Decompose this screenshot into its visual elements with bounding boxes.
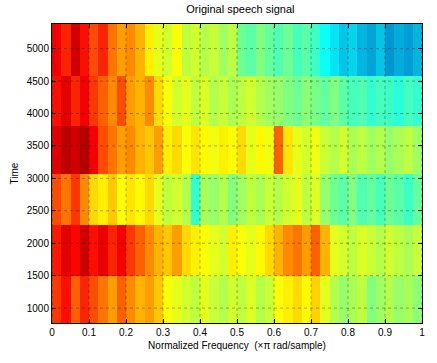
svg-text:2000: 2000 <box>27 238 50 249</box>
svg-text:0: 0 <box>49 327 55 338</box>
svg-text:2500: 2500 <box>27 205 50 216</box>
svg-text:Time: Time <box>9 162 20 184</box>
svg-text:4500: 4500 <box>27 76 50 87</box>
svg-text:0.5: 0.5 <box>230 327 244 338</box>
svg-text:0.2: 0.2 <box>119 327 133 338</box>
svg-text:4000: 4000 <box>27 108 50 119</box>
svg-text:0.9: 0.9 <box>378 327 392 338</box>
svg-text:0.6: 0.6 <box>267 327 281 338</box>
svg-text:Original speech signal: Original speech signal <box>186 3 294 15</box>
svg-text:3500: 3500 <box>27 140 50 151</box>
svg-text:0.4: 0.4 <box>193 327 207 338</box>
svg-text:0.7: 0.7 <box>304 327 318 338</box>
svg-text:0.3: 0.3 <box>156 327 170 338</box>
svg-text:1500: 1500 <box>27 270 50 281</box>
svg-text:0.1: 0.1 <box>82 327 96 338</box>
svg-text:1: 1 <box>419 327 425 338</box>
svg-text:0.8: 0.8 <box>341 327 355 338</box>
svg-text:Normalized Frequency (×π rad/: Normalized Frequency (×π rad/sample) <box>148 340 326 351</box>
svg-text:1000: 1000 <box>27 303 50 314</box>
svg-text:5000: 5000 <box>27 43 50 54</box>
svg-text:3000: 3000 <box>27 173 50 184</box>
